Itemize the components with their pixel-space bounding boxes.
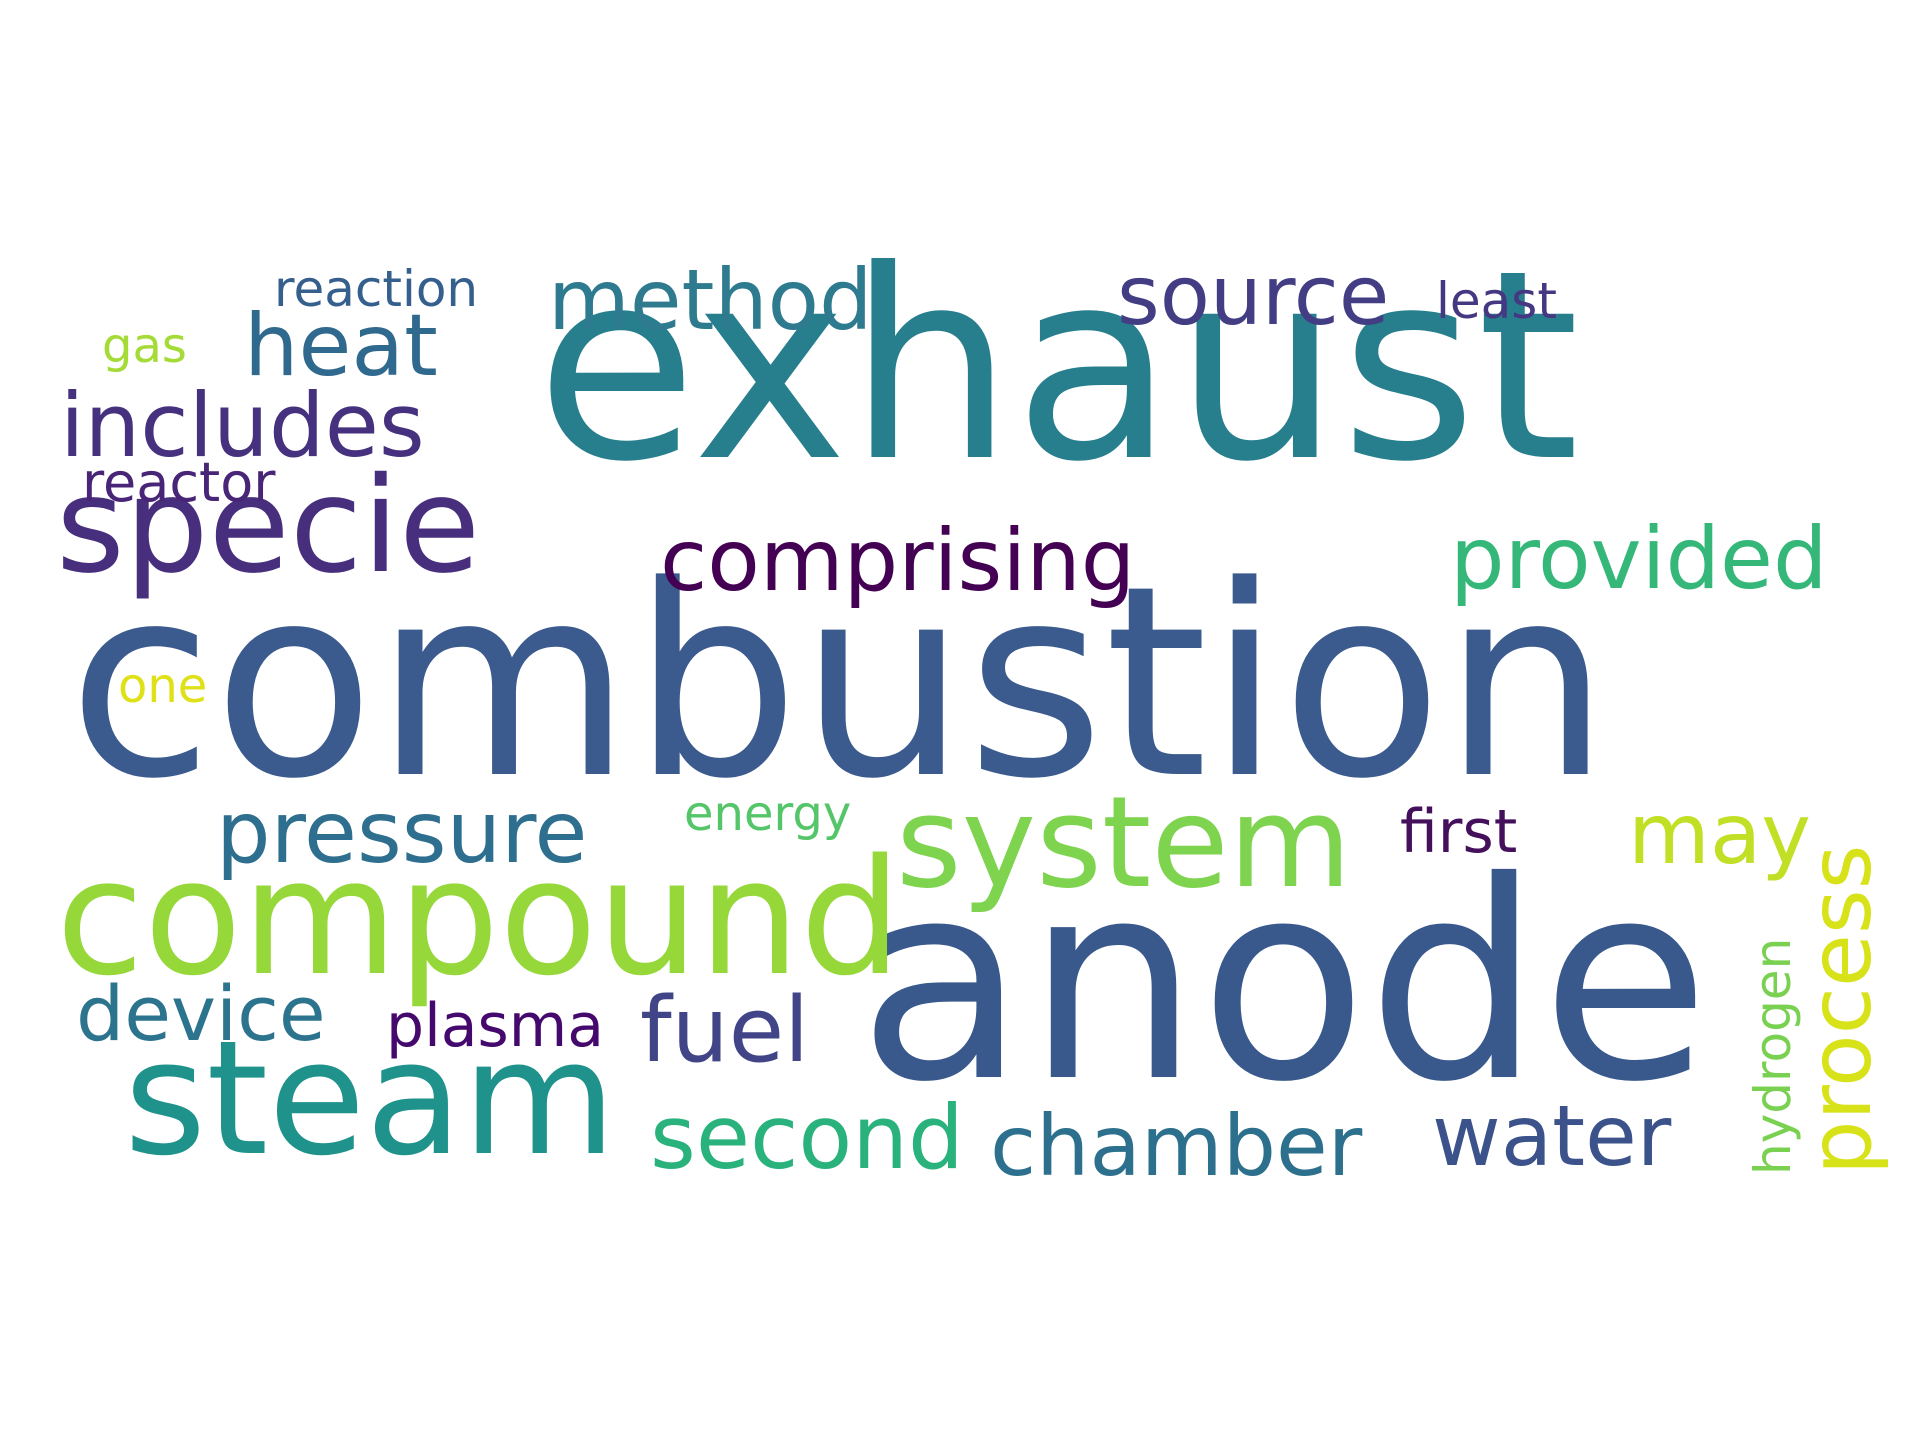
word-provided: provided bbox=[1450, 516, 1828, 602]
word-plasma: plasma bbox=[386, 996, 604, 1056]
word-system: system bbox=[896, 780, 1352, 906]
word-process: process bbox=[1798, 845, 1884, 1175]
word-hydrogen: hydrogen bbox=[1748, 938, 1798, 1175]
word-gas: gas bbox=[102, 322, 187, 370]
word-method: method bbox=[548, 258, 872, 342]
word-device: device bbox=[76, 976, 326, 1052]
word-least: least bbox=[1436, 276, 1557, 326]
word-energy: energy bbox=[684, 790, 851, 838]
word-first: first bbox=[1400, 802, 1517, 862]
word-second: second bbox=[650, 1094, 964, 1182]
word-one: one bbox=[118, 662, 207, 710]
word-pressure: pressure bbox=[216, 790, 587, 876]
word-water: water bbox=[1432, 1094, 1671, 1178]
word-reactor: reactor bbox=[82, 456, 275, 510]
word-comprising: comprising bbox=[660, 518, 1135, 604]
word-fuel: fuel bbox=[640, 986, 809, 1076]
word-source: source bbox=[1117, 256, 1389, 338]
word-reaction: reaction bbox=[274, 264, 478, 314]
word-may: may bbox=[1628, 792, 1811, 876]
word-chamber: chamber bbox=[990, 1104, 1362, 1188]
